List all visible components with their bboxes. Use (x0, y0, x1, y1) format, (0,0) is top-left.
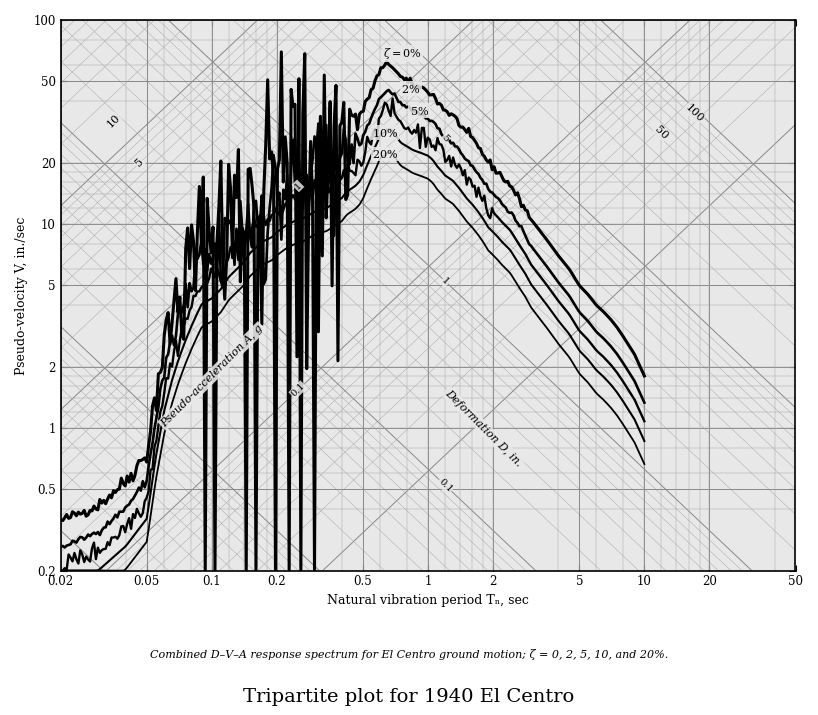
Text: 50: 50 (653, 124, 670, 142)
Y-axis label: Pseudo-velocity V, in./sec: Pseudo-velocity V, in./sec (15, 216, 28, 375)
Text: 1: 1 (440, 276, 451, 287)
Text: 0.1: 0.1 (437, 477, 454, 494)
Text: Combined D–V–A response spectrum for El Centro ground motion; ζ = 0, 2, 5, 10, a: Combined D–V–A response spectrum for El … (150, 649, 668, 660)
Text: Tripartite plot for 1940 El Centro: Tripartite plot for 1940 El Centro (244, 688, 574, 706)
X-axis label: Natural vibration period Tₙ, sec: Natural vibration period Tₙ, sec (327, 594, 529, 607)
Text: Pseudo-acceleration A, g: Pseudo-acceleration A, g (159, 323, 265, 429)
Text: $20\%$: $20\%$ (372, 148, 398, 160)
Text: 10: 10 (105, 112, 122, 129)
Text: $2\%$: $2\%$ (401, 83, 420, 95)
Text: $10\%$: $10\%$ (372, 127, 398, 139)
Text: Deformation D, in.: Deformation D, in. (443, 388, 524, 468)
Text: 0.1: 0.1 (290, 381, 307, 398)
Text: 1: 1 (293, 180, 303, 192)
Text: $\zeta = 0\%$: $\zeta = 0\%$ (384, 46, 422, 61)
Text: 5: 5 (440, 134, 451, 144)
Text: 5: 5 (133, 157, 145, 169)
Text: 100: 100 (683, 102, 705, 124)
Text: $5\%$: $5\%$ (410, 104, 429, 117)
